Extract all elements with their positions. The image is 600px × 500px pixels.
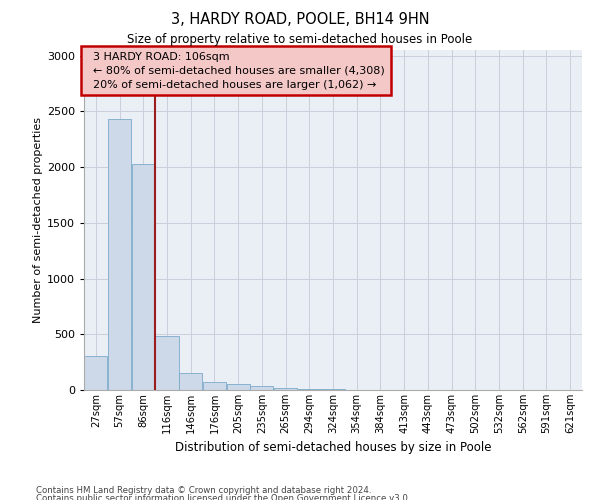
Bar [274, 388, 297, 390]
Bar [298, 389, 321, 390]
Bar [155, 336, 179, 390]
Bar [85, 356, 107, 390]
X-axis label: Distribution of semi-detached houses by size in Poole: Distribution of semi-detached houses by … [175, 442, 491, 454]
Bar [203, 382, 226, 390]
Text: Size of property relative to semi-detached houses in Poole: Size of property relative to semi-detach… [127, 32, 473, 46]
Bar [250, 386, 274, 390]
Text: Contains public sector information licensed under the Open Government Licence v3: Contains public sector information licen… [36, 494, 410, 500]
Bar [179, 374, 202, 390]
Text: 3, HARDY ROAD, POOLE, BH14 9HN: 3, HARDY ROAD, POOLE, BH14 9HN [170, 12, 430, 28]
Text: 3 HARDY ROAD: 106sqm
  ← 80% of semi-detached houses are smaller (4,308)
  20% o: 3 HARDY ROAD: 106sqm ← 80% of semi-detac… [86, 52, 385, 90]
Bar [132, 164, 155, 390]
Text: Contains HM Land Registry data © Crown copyright and database right 2024.: Contains HM Land Registry data © Crown c… [36, 486, 371, 495]
Bar [108, 119, 131, 390]
Bar [227, 384, 250, 390]
Y-axis label: Number of semi-detached properties: Number of semi-detached properties [32, 117, 43, 323]
